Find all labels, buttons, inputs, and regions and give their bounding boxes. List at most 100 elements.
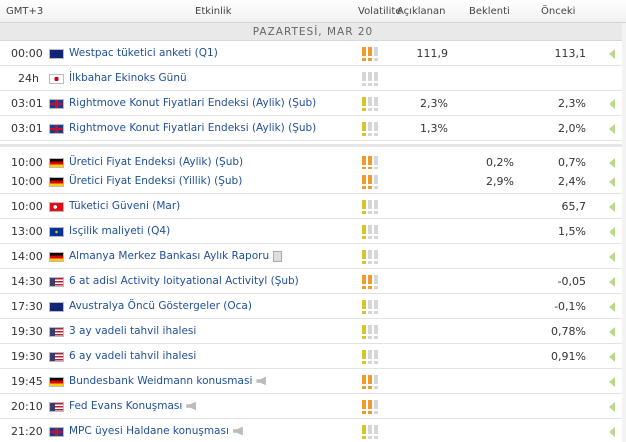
volatility-bar xyxy=(374,425,378,439)
event-row[interactable]: 24h İlkbahar Ekinoks Günü xyxy=(0,66,626,91)
speech-megaphone-icon xyxy=(232,426,243,436)
event-link[interactable]: Bundesbank Weidmann konusmasi xyxy=(69,375,267,387)
previous-value: 0,78% xyxy=(551,325,586,338)
volatility-bar xyxy=(368,47,372,61)
event-link[interactable]: Fed Evans Konuşması xyxy=(69,400,197,412)
volatility-bar xyxy=(374,72,378,86)
volatility-bar xyxy=(368,225,372,239)
volatility-bar xyxy=(362,275,366,289)
event-link[interactable]: Üretici Fiyat Endeksi (Yillik) (Şub) xyxy=(69,175,242,187)
volatility-bar xyxy=(362,72,366,86)
event-row[interactable]: 10:00 Üretici Fiyat Endeksi (Yillik) (Şub… xyxy=(0,169,626,194)
event-time: 10:00 xyxy=(11,156,43,169)
event-time: 03:01 xyxy=(11,97,43,110)
volatility-icon xyxy=(362,47,380,61)
previous-value: -0,1% xyxy=(554,300,586,313)
uk-flag-icon xyxy=(49,427,64,437)
event-name: 3 ay vadeli tahvil ihalesi xyxy=(69,325,197,337)
event-row[interactable]: 03:01 Rightmove Konut Fiyatlari Endeksi (… xyxy=(0,116,626,141)
event-link[interactable]: Rightmove Konut Fiyatlari Endeksi (Aylik… xyxy=(69,97,316,109)
event-link[interactable]: MPC üyesi Haldane konuşması xyxy=(69,425,243,437)
timezone-header[interactable]: GMT+3 xyxy=(6,6,44,17)
volatility-bar xyxy=(362,200,366,214)
volatility-icon xyxy=(362,300,380,314)
expand-arrow-icon[interactable] xyxy=(609,202,615,212)
event-time: 14:00 xyxy=(11,250,43,263)
event-link[interactable]: İlkbahar Ekinoks Günü xyxy=(69,72,187,84)
previous-value: 65,7 xyxy=(561,200,587,213)
volatility-bar xyxy=(374,156,378,170)
volatility-bar xyxy=(368,250,372,264)
volatility-bar xyxy=(362,350,366,364)
event-row[interactable]: 19:30 6 ay vadeli tahvil ihalesi 0,91% xyxy=(0,344,626,369)
event-link[interactable]: Almanya Merkez Bankası Aylık Raporu xyxy=(69,250,283,262)
volatility-icon xyxy=(362,275,380,289)
event-link[interactable]: Westpac tüketici anketi (Q1) xyxy=(69,47,218,59)
event-link[interactable]: Isçilik maliyeti (Q4) xyxy=(69,225,170,237)
expand-arrow-icon[interactable] xyxy=(609,158,615,168)
previous-value: 0,91% xyxy=(551,350,586,363)
event-name: Almanya Merkez Bankası Aylık Raporu xyxy=(69,250,270,262)
expand-arrow-icon[interactable] xyxy=(609,177,615,187)
event-time: 10:00 xyxy=(11,200,43,213)
volatility-icon xyxy=(362,400,380,414)
event-link[interactable]: Rightmove Konut Fiyatlari Endeksi (Aylik… xyxy=(69,122,316,134)
event-name: MPC üyesi Haldane konuşması xyxy=(69,425,229,437)
event-link[interactable]: Avustralya Öncü Göstergeler (Oca) xyxy=(69,300,252,312)
event-row[interactable]: 10:00 Tüketici Güveni (Mar) 65,7 xyxy=(0,194,626,219)
event-row[interactable]: 00:00 Westpac tüketici anketi (Q1) 111,9 11… xyxy=(0,41,626,66)
usa-flag-icon xyxy=(49,277,64,287)
event-time: 19:45 xyxy=(11,375,43,388)
event-link[interactable]: 6 at adisl Activity loityational Activit… xyxy=(69,275,299,287)
volatility-bar xyxy=(374,350,378,364)
expand-arrow-icon[interactable] xyxy=(609,277,615,287)
scrollbar[interactable] xyxy=(622,23,626,442)
event-link[interactable]: 3 ay vadeli tahvil ihalesi xyxy=(69,325,196,337)
volatility-icon xyxy=(362,375,380,389)
day-label: PAZARTESİ, MAR 20 xyxy=(0,23,626,41)
event-link[interactable]: Tüketici Güveni (Mar) xyxy=(69,200,180,212)
expand-arrow-icon[interactable] xyxy=(609,327,615,337)
event-row[interactable]: 20:10 Fed Evans Konuşması xyxy=(0,394,626,419)
event-name: 6 at adisl Activity loityational Activit… xyxy=(69,275,299,287)
event-row[interactable]: 14:00 Almanya Merkez Bankası Aylık Raporu xyxy=(0,244,626,269)
previous-value: 2,3% xyxy=(558,97,586,110)
expand-arrow-icon[interactable] xyxy=(609,124,615,134)
expand-arrow-icon[interactable] xyxy=(609,302,615,312)
event-link[interactable]: 6 ay vadeli tahvil ihalesi xyxy=(69,350,196,362)
expand-arrow-icon[interactable] xyxy=(609,402,615,412)
volatility-bar xyxy=(368,275,372,289)
event-row[interactable]: 13:00 Isçilik maliyeti (Q4) 1,5% xyxy=(0,219,626,244)
expand-arrow-icon[interactable] xyxy=(609,377,615,387)
volatility-bar xyxy=(368,122,372,136)
volatility-icon xyxy=(362,250,380,264)
volatility-bar xyxy=(374,175,378,189)
event-row[interactable]: 19:45 Bundesbank Weidmann konusmasi xyxy=(0,369,626,394)
event-row[interactable]: 03:01 Rightmove Konut Fiyatlari Endeksi (… xyxy=(0,91,626,116)
expand-arrow-icon[interactable] xyxy=(609,227,615,237)
event-row[interactable]: 17:30 Avustralya Öncü Göstergeler (Oca) -0… xyxy=(0,294,626,319)
event-name: Isçilik maliyeti (Q4) xyxy=(69,225,171,237)
previous-value: 1,5% xyxy=(558,225,586,238)
event-name: İlkbahar Ekinoks Günü xyxy=(69,72,187,84)
volatility-bar xyxy=(362,300,366,314)
actual-header: Açıklanan xyxy=(397,6,446,17)
event-row[interactable]: 21:20 MPC üyesi Haldane konuşması xyxy=(0,419,626,442)
event-time: 17:30 xyxy=(11,300,43,313)
volatility-icon xyxy=(362,425,380,439)
expand-arrow-icon[interactable] xyxy=(609,252,615,262)
uk-flag-icon xyxy=(49,99,64,109)
expand-arrow-icon[interactable] xyxy=(609,49,615,59)
event-row[interactable]: 10:00 Üretici Fiyat Endeksi (Aylik) (Şub)… xyxy=(0,144,626,172)
japan-flag-icon xyxy=(49,74,64,84)
expand-arrow-icon[interactable] xyxy=(609,427,615,437)
expand-arrow-icon[interactable] xyxy=(609,99,615,109)
volatility-bar xyxy=(368,350,372,364)
event-row[interactable]: 14:30 6 at adisl Activity loityational Ac… xyxy=(0,269,626,294)
expand-arrow-icon[interactable] xyxy=(609,352,615,362)
volatility-bar xyxy=(374,375,378,389)
volatility-icon xyxy=(362,350,380,364)
event-row[interactable]: 19:30 3 ay vadeli tahvil ihalesi 0,78% xyxy=(0,319,626,344)
germany-flag-icon xyxy=(49,177,64,187)
event-link[interactable]: Üretici Fiyat Endeksi (Aylik) (Şub) xyxy=(69,156,243,168)
